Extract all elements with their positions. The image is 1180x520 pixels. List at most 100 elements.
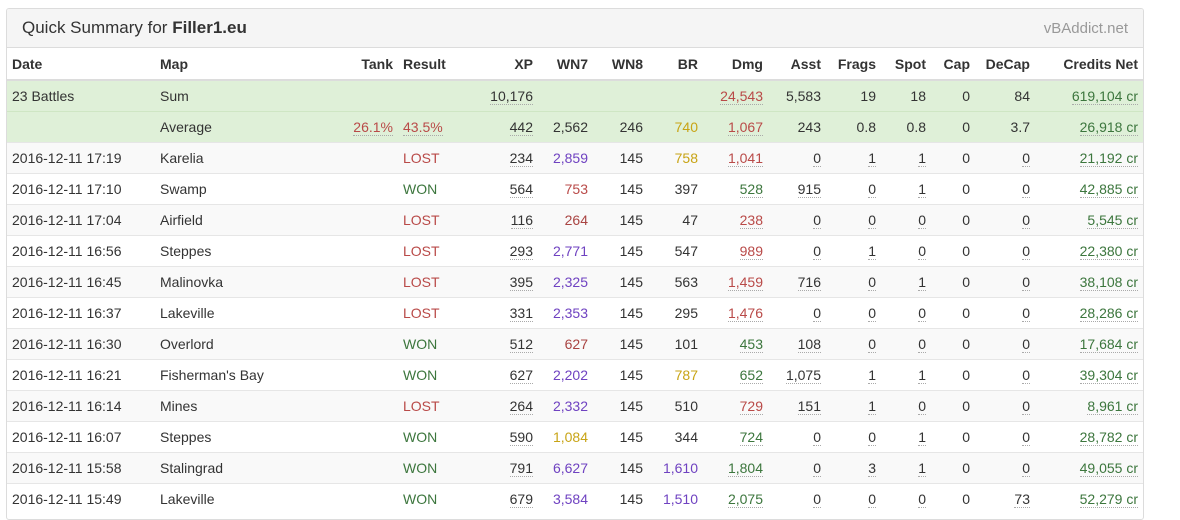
column-header-cap[interactable]: Cap	[931, 48, 975, 81]
cell-spot-value[interactable]: 0	[918, 305, 926, 322]
cell-asst-value[interactable]: 0	[813, 491, 821, 508]
cell-frags-value[interactable]: 0	[868, 181, 876, 198]
cell-asst-value[interactable]: 716	[797, 274, 821, 291]
column-header-asst[interactable]: Asst	[768, 48, 826, 81]
table-row[interactable]: 2016-12-11 16:37 Lakeville LOST 331 2,353 145…	[7, 297, 1143, 329]
cell-decap-value[interactable]: 0	[1022, 274, 1030, 291]
cell-spot-value[interactable]: 0	[918, 212, 926, 229]
brand-link[interactable]: vBAddict.net	[1043, 20, 1128, 37]
cell-dmg-value[interactable]: 724	[739, 429, 763, 446]
cell-credits-value[interactable]: 42,885 cr	[1079, 181, 1138, 198]
cell-xp-value[interactable]: 234	[509, 150, 533, 167]
table-row[interactable]: 2016-12-11 16:56 Steppes LOST 293 2,771 145 54…	[7, 235, 1143, 267]
cell-xp-value[interactable]: 264	[509, 398, 533, 415]
cell-spot-value[interactable]: 1	[918, 429, 926, 446]
cell-credits-value[interactable]: 28,286 cr	[1079, 305, 1138, 322]
cell-frags-value[interactable]: 0	[868, 305, 876, 322]
cell-credits-value[interactable]: 49,055 cr	[1079, 460, 1138, 477]
cell-spot-value[interactable]: 1	[918, 150, 926, 167]
cell-xp-value[interactable]: 293	[509, 243, 533, 260]
cell-frags-value[interactable]: 1	[868, 243, 876, 260]
cell-xp-value[interactable]: 331	[509, 305, 533, 322]
table-row[interactable]: 2016-12-11 17:10 Swamp WON 564 753 145 397 528 9…	[7, 173, 1143, 205]
cell-decap-value[interactable]: 0	[1022, 150, 1030, 167]
cell-xp-value[interactable]: 395	[509, 274, 533, 291]
cell-dmg-value[interactable]: 1,459	[727, 274, 763, 291]
cell-credits-value[interactable]: 22,380 cr	[1079, 243, 1138, 260]
column-header-decap[interactable]: DeCap	[975, 48, 1035, 81]
cell-credits-value[interactable]: 17,684 cr	[1079, 336, 1138, 353]
cell-xp-value[interactable]: 564	[509, 181, 533, 198]
cell-xp-value[interactable]: 590	[509, 429, 533, 446]
cell-frags-value[interactable]: 1	[868, 150, 876, 167]
cell-decap-value[interactable]: 0	[1022, 398, 1030, 415]
cell-dmg-value[interactable]: 652	[739, 367, 763, 384]
cell-dmg-value[interactable]: 1,041	[727, 150, 763, 167]
cell-decap-value[interactable]: 0	[1022, 243, 1030, 260]
table-row[interactable]: 2016-12-11 16:14 Mines LOST 264 2,332 145 510 7…	[7, 390, 1143, 422]
table-row[interactable]: 2016-12-11 16:21 Fisherman's Bay WON 627 2,2…	[7, 359, 1143, 391]
cell-xp-value[interactable]: 512	[509, 336, 533, 353]
cell-credits-value[interactable]: 26,918 cr	[1079, 119, 1138, 136]
cell-dmg-value[interactable]: 729	[739, 398, 763, 415]
column-header-date[interactable]: Date	[7, 48, 155, 81]
column-header-wn8[interactable]: WN8	[593, 48, 648, 81]
cell-dmg-value[interactable]: 1,804	[727, 460, 763, 477]
cell-credits-value[interactable]: 28,782 cr	[1079, 429, 1138, 446]
cell-spot-value[interactable]: 1	[918, 460, 926, 477]
cell-dmg-value[interactable]: 24,543	[720, 88, 763, 105]
cell-dmg-value[interactable]: 528	[739, 181, 763, 198]
cell-asst-value[interactable]: 0	[813, 460, 821, 477]
cell-credits-value[interactable]: 39,304 cr	[1079, 367, 1138, 384]
cell-spot-value[interactable]: 1	[918, 367, 926, 384]
cell-dmg-value[interactable]: 989	[739, 243, 763, 260]
cell-credits-value[interactable]: 5,545 cr	[1087, 212, 1138, 229]
cell-frags-value[interactable]: 0	[868, 491, 876, 508]
cell-asst-value[interactable]: 151	[797, 398, 821, 415]
cell-frags-value[interactable]: 0	[868, 336, 876, 353]
cell-asst-value[interactable]: 0	[813, 212, 821, 229]
cell-dmg-value[interactable]: 453	[739, 336, 763, 353]
cell-frags-value[interactable]: 0	[868, 274, 876, 291]
column-header-spot[interactable]: Spot	[881, 48, 931, 81]
table-row[interactable]: 2016-12-11 15:49 Lakeville WON 679 3,584 145 1…	[7, 483, 1143, 514]
cell-spot-value[interactable]: 1	[918, 274, 926, 291]
cell-decap-value[interactable]: 0	[1022, 305, 1030, 322]
cell-asst-value[interactable]: 915	[797, 181, 821, 198]
cell-asst-value[interactable]: 0	[813, 150, 821, 167]
cell-asst-value[interactable]: 108	[797, 336, 821, 353]
column-header-credits[interactable]: Credits Net	[1035, 48, 1143, 81]
column-header-wn7[interactable]: WN7	[538, 48, 593, 81]
cell-spot-value[interactable]: 0	[918, 491, 926, 508]
cell-frags-value[interactable]: 0	[868, 429, 876, 446]
cell-xp-value[interactable]: 10,176	[490, 88, 533, 105]
cell-asst-value[interactable]: 1,075	[785, 367, 821, 384]
cell-decap-value[interactable]: 0	[1022, 460, 1030, 477]
table-row[interactable]: 2016-12-11 15:58 Stalingrad WON 791 6,627 145…	[7, 452, 1143, 484]
table-row[interactable]: 2016-12-11 16:45 Malinovka LOST 395 2,325 145…	[7, 266, 1143, 298]
cell-xp-value[interactable]: 679	[509, 491, 533, 508]
cell-spot-value[interactable]: 0	[918, 398, 926, 415]
cell-frags-value[interactable]: 1	[868, 398, 876, 415]
cell-frags-value[interactable]: 3	[868, 460, 876, 477]
cell-dmg-value[interactable]: 2,075	[727, 491, 763, 508]
cell-tank-value[interactable]: 26.1%	[353, 119, 393, 136]
cell-dmg-value[interactable]: 1,067	[727, 119, 763, 136]
cell-credits-value[interactable]: 619,104 cr	[1071, 88, 1138, 105]
column-header-tank[interactable]: Tank	[338, 48, 398, 81]
cell-decap-value[interactable]: 73	[1014, 491, 1030, 508]
cell-credits-value[interactable]: 38,108 cr	[1079, 274, 1138, 291]
cell-xp-value[interactable]: 442	[509, 119, 533, 136]
cell-spot-value[interactable]: 0	[918, 336, 926, 353]
cell-result-value[interactable]: 43.5%	[403, 119, 443, 136]
cell-decap-value[interactable]: 0	[1022, 212, 1030, 229]
cell-asst-value[interactable]: 0	[813, 429, 821, 446]
column-header-result[interactable]: Result	[398, 48, 478, 81]
column-header-dmg[interactable]: Dmg	[703, 48, 768, 81]
cell-frags-value[interactable]: 0	[868, 212, 876, 229]
cell-spot-value[interactable]: 1	[918, 181, 926, 198]
cell-frags-value[interactable]: 1	[868, 367, 876, 384]
table-row[interactable]: 2016-12-11 17:19 Karelia LOST 234 2,859 145 75…	[7, 142, 1143, 174]
cell-dmg-value[interactable]: 238	[739, 212, 763, 229]
cell-asst-value[interactable]: 0	[813, 305, 821, 322]
